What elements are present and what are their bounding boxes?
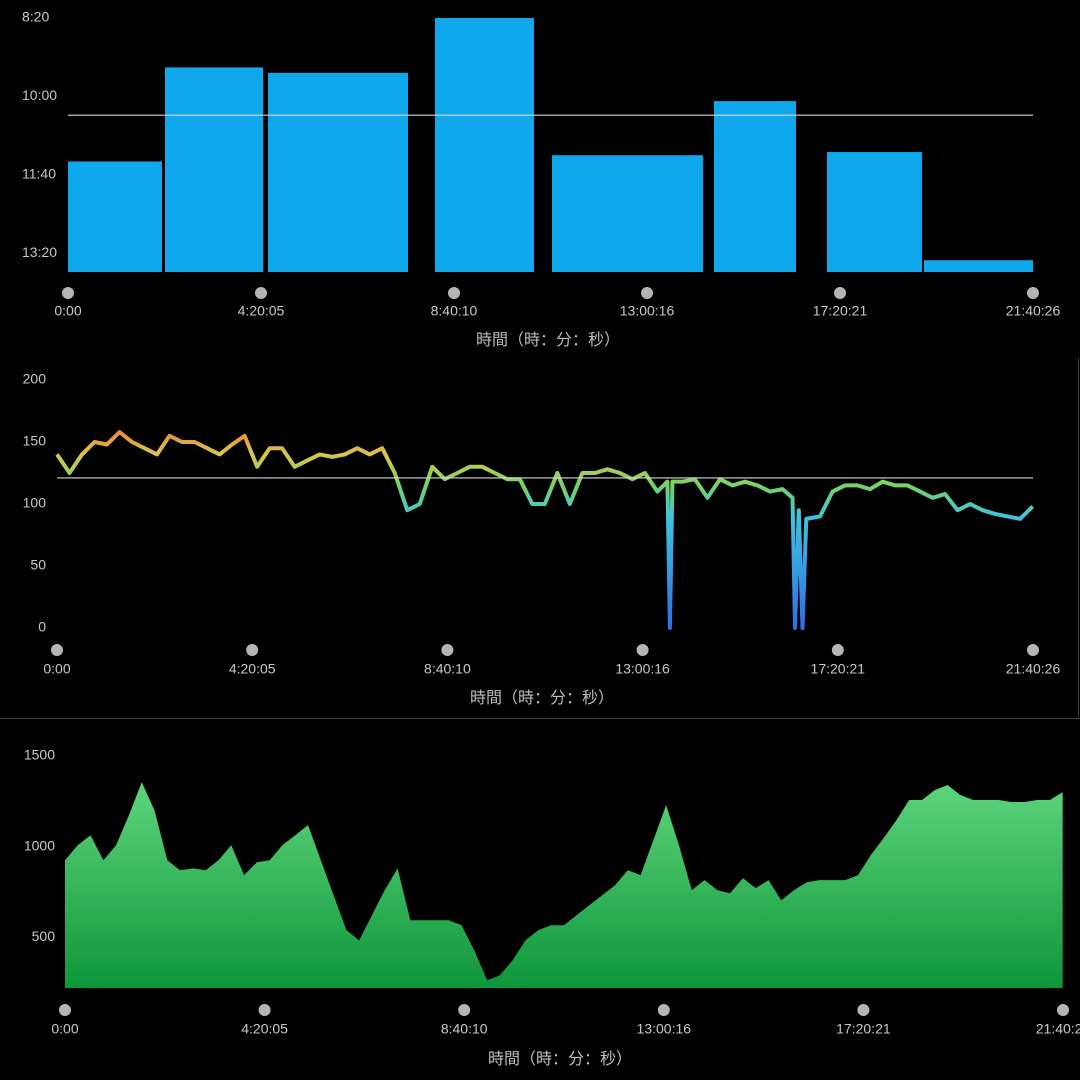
x-tick-label: 0:00 [54,303,81,319]
y-tick-label: 8:20 [22,9,49,25]
bar [551,155,703,272]
x-axis-title: 時間（時：分：秒） [476,331,620,349]
x-axis-title: 時間（時：分：秒） [470,689,614,707]
y-tick-label: 10:00 [22,87,57,103]
x-tick-label: 0:00 [43,661,70,677]
bar [713,101,796,273]
y-tick-label: 100 [23,495,47,511]
x-tick-dot [447,287,460,299]
x-tick-dot [51,644,63,656]
x-tick-dot [641,287,654,299]
x-tick-dot [657,1004,670,1016]
chart-panel: 500 1000 1500 0:00 4:20:05 8:40:10 13:00:16 17:… [24,747,1080,1069]
chart-panel: 8:20 10:00 11:40 13:20 0:00 4:20:05 8:40:10 13:… [22,9,1060,350]
x-tick-label: 0:00 [51,1021,78,1037]
y-tick-label: 1500 [24,747,55,763]
x-axis-title: 時間（時：分：秒） [488,1050,632,1068]
bar [267,72,408,272]
x-tick-dot [636,644,649,656]
x-tick-label: 13:00:16 [620,303,675,319]
x-tick-dot [246,644,259,656]
x-tick-dot [62,287,74,299]
y-tick-label: 200 [23,371,47,387]
x-tick-label: 4:20:05 [241,1021,288,1037]
bar [164,67,264,272]
x-tick-label: 17:20:21 [813,303,868,319]
x-tick-dot [857,1004,870,1016]
x-tick-dot [258,1004,271,1016]
chart-panel: 0 50 100 150 200 0:00 4:20:05 8:40:10 13:00:16 17… [23,371,1061,708]
heart-rate-line [55,430,1035,630]
y-tick-label: 500 [32,928,56,944]
x-tick-label: 21:40:26 [1006,661,1061,677]
y-tick-label: 150 [23,433,47,449]
x-tick-label: 4:20:05 [238,303,285,319]
x-tick-label: 21:40:26 [1006,303,1061,319]
x-tick-dot [458,1004,471,1016]
y-tick-label: 11:40 [22,165,56,181]
y-tick-label: 13:20 [22,244,57,260]
x-tick-label: 8:40:10 [424,661,471,677]
y-tick-label: 0 [38,619,46,635]
bar [827,152,922,272]
bar [923,260,1033,272]
x-tick-dot [441,644,454,656]
x-tick-label: 4:20:05 [229,661,276,677]
x-tick-dot [1027,287,1039,299]
x-tick-dot [831,644,844,656]
x-tick-label: 17:20:21 [836,1021,891,1037]
bar [68,161,162,272]
x-tick-label: 13:00:16 [637,1021,692,1037]
elevation-area [65,782,1063,988]
x-tick-label: 8:40:10 [431,303,478,319]
x-tick-label: 8:40:10 [441,1021,488,1037]
x-tick-dot [1027,644,1039,656]
x-tick-dot [1057,1004,1069,1016]
x-tick-dot [59,1004,71,1016]
y-tick-label: 50 [30,557,46,573]
x-tick-dot [834,287,847,299]
x-tick-dot [254,287,267,299]
y-tick-label: 1000 [24,837,55,853]
x-tick-label: 13:00:16 [615,661,670,677]
x-tick-label: 17:20:21 [811,661,866,677]
x-tick-label: 21:40:26 [1036,1021,1080,1037]
bar [434,18,535,272]
